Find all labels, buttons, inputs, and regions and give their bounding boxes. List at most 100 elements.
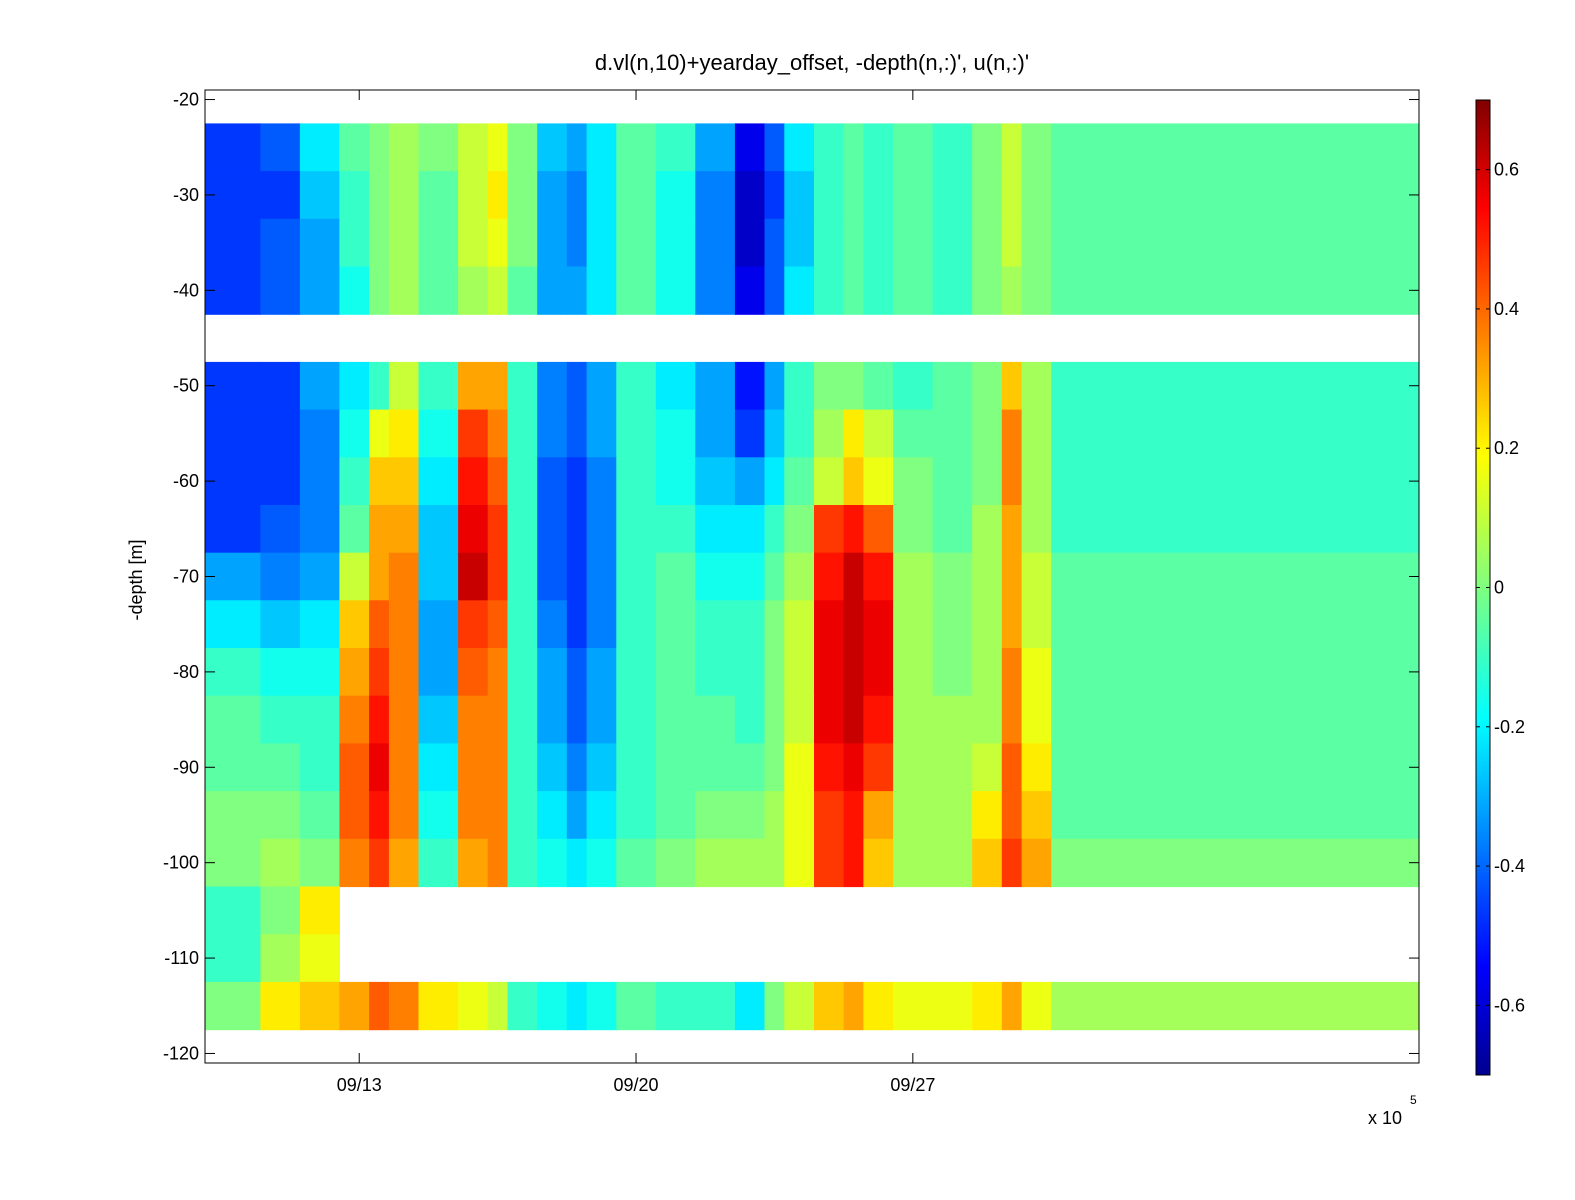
- heatmap-cell: [487, 505, 509, 554]
- heatmap-cell: [339, 505, 370, 554]
- heatmap-cell: [388, 409, 420, 458]
- heatmap-cell: [616, 743, 657, 792]
- heatmap-cell: [734, 266, 766, 315]
- heatmap-cell: [369, 600, 390, 649]
- heatmap-cell: [458, 123, 489, 172]
- heatmap-cell: [388, 457, 420, 506]
- heatmap-cell: [655, 743, 696, 792]
- heatmap-cell: [205, 123, 261, 172]
- heatmap-cell: [932, 123, 973, 172]
- heatmap-cell: [1021, 266, 1052, 315]
- heatmap-cell: [299, 361, 340, 411]
- heatmap-cell: [734, 648, 766, 697]
- heatmap-cell: [784, 743, 815, 792]
- heatmap-cell: [388, 838, 420, 888]
- heatmap-cell: [1001, 695, 1023, 744]
- heatmap-cell: [339, 743, 370, 792]
- heatmap-cell: [260, 552, 301, 601]
- heatmap-cell: [586, 171, 617, 220]
- heatmap-cell: [458, 743, 489, 792]
- heatmap-cell: [1001, 838, 1023, 888]
- heatmap-cell: [734, 838, 766, 888]
- heatmap-cell: [734, 123, 766, 172]
- heatmap-cell: [260, 171, 301, 220]
- heatmap-cell: [893, 552, 934, 601]
- heatmap-cell: [764, 409, 785, 458]
- heatmap-cell: [260, 743, 301, 792]
- heatmap-cell: [1021, 218, 1052, 268]
- heatmap-cell: [616, 171, 657, 220]
- heatmap-cell: [1001, 600, 1023, 649]
- heatmap-cell: [260, 266, 301, 315]
- heatmap-cell: [299, 695, 340, 744]
- heatmap-cell: [972, 791, 1003, 840]
- heatmap-cell: [299, 123, 340, 172]
- heatmap-cell: [418, 361, 459, 411]
- heatmap-cell: [616, 552, 657, 601]
- heatmap-cell: [655, 981, 696, 1031]
- heatmap-cell: [814, 552, 845, 601]
- heatmap-cell: [1021, 123, 1052, 172]
- heatmap-cell: [418, 123, 459, 172]
- heatmap-cell: [1021, 981, 1052, 1031]
- heatmap-cell: [1001, 409, 1023, 458]
- heatmap-cell: [655, 600, 696, 649]
- heatmap-cell: [972, 743, 1003, 792]
- heatmap-cell: [764, 552, 785, 601]
- heatmap-cell: [932, 218, 973, 268]
- heatmap-cell: [487, 838, 509, 888]
- heatmap-cell: [566, 600, 588, 649]
- heatmap-cell: [205, 886, 261, 935]
- heatmap-cell: [616, 505, 657, 554]
- y-tick-label: -110: [164, 948, 199, 968]
- heatmap-cell: [418, 648, 459, 697]
- heatmap-cell: [586, 743, 617, 792]
- heatmap-cell: [863, 791, 894, 840]
- heatmap-cell: [932, 361, 973, 411]
- heatmap-cell: [764, 505, 785, 554]
- heatmap-cell: [566, 123, 588, 172]
- colorbar-ticks: 0.6 0.4 0.2 0 -0.2 -0.4 -0.6: [1476, 160, 1525, 1015]
- heatmap-cell: [814, 791, 845, 840]
- heatmap-cell: [458, 361, 489, 411]
- heatmap-cell: [586, 600, 617, 649]
- heatmap-cell: [814, 505, 845, 554]
- heatmap-cell: [388, 171, 420, 220]
- heatmap-cell: [1021, 171, 1052, 220]
- heatmap-cell: [843, 457, 864, 506]
- heatmap-cell: [369, 409, 390, 458]
- heatmap-cell: [1021, 361, 1052, 411]
- heatmap-cell: [932, 457, 973, 506]
- heatmap-cell: [458, 981, 489, 1031]
- heatmap-cell: [418, 600, 459, 649]
- heatmap-cell: [388, 981, 420, 1031]
- heatmap-cell: [537, 123, 568, 172]
- heatmap-cell: [566, 218, 588, 268]
- heatmap-cell: [734, 171, 766, 220]
- heatmap-cell: [458, 838, 489, 888]
- x-tick-label: 09/27: [890, 1075, 935, 1095]
- heatmap-cell: [369, 838, 390, 888]
- heatmap-cell: [616, 123, 657, 172]
- heatmap-cell: [458, 218, 489, 268]
- heatmap-cell: [566, 505, 588, 554]
- heatmap-cell: [369, 218, 390, 268]
- heatmap-cell: [487, 457, 509, 506]
- heatmap-cell: [418, 791, 459, 840]
- heatmap-cell: [458, 695, 489, 744]
- heatmap-cell: [299, 886, 340, 935]
- heatmap-cell: [260, 981, 301, 1031]
- heatmap-cell: [843, 361, 864, 411]
- heatmap-cell: [507, 171, 538, 220]
- heatmap-cell: [418, 505, 459, 554]
- heatmap-cell: [843, 552, 864, 601]
- heatmap-cell: [695, 552, 736, 601]
- heatmap-cell: [1021, 600, 1052, 649]
- heatmap-cell: [734, 552, 766, 601]
- x-multiplier-exponent: 5: [1410, 1093, 1417, 1107]
- heatmap-cell: [695, 600, 736, 649]
- heatmap-cell: [507, 600, 538, 649]
- heatmap-cell: [1001, 505, 1023, 554]
- heatmap-cell: [299, 409, 340, 458]
- heatmap-cell: [369, 791, 390, 840]
